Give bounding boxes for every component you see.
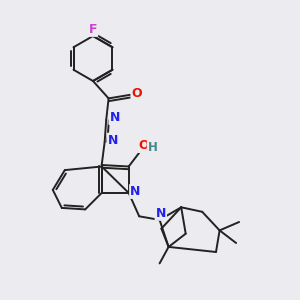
Text: F: F	[89, 23, 97, 36]
Text: N: N	[108, 134, 118, 147]
Text: N: N	[110, 111, 120, 124]
Text: N: N	[156, 207, 166, 220]
Text: N: N	[130, 185, 140, 198]
Text: O: O	[138, 139, 149, 152]
Text: H: H	[148, 141, 158, 154]
Text: O: O	[131, 87, 142, 100]
